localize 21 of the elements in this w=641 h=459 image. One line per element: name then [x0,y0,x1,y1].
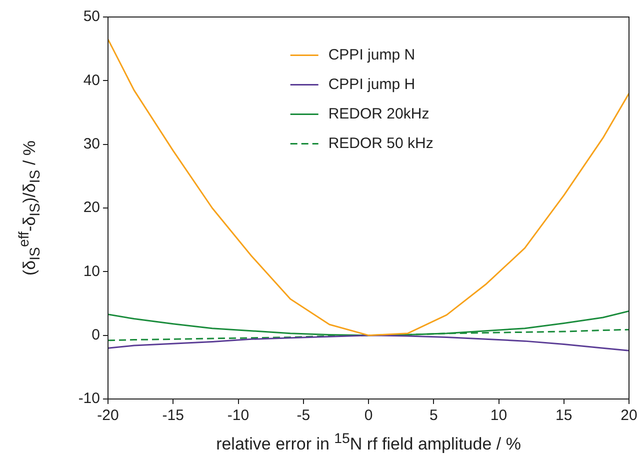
legend-label: REDOR 20kHz [328,105,430,122]
y-tick-label: 20 [83,199,100,216]
y-tick-label: 0 [92,326,100,344]
x-tick-label: 5 [429,407,438,424]
legend-label: CPPI jump H [328,76,416,93]
legend-label: CPPI jump N [328,46,416,64]
x-tick-label: -10 [227,407,250,424]
legend-label: REDOR 50 kHz [328,134,434,152]
y-tick-label: 50 [83,8,100,26]
y-tick-label: 40 [83,72,100,89]
x-tick-label: 0 [364,407,373,424]
x-tick-label: 20 [620,407,638,424]
y-tick-label: -10 [78,390,100,408]
y-tick-label: 10 [83,262,100,280]
x-tick-label: -20 [97,407,119,424]
x-tick-label: -5 [296,407,310,424]
x-tick-label: 15 [556,407,572,424]
y-tick-label: 30 [83,135,100,152]
x-axis-title: relative error in $^{15}$N rf field amplitude / % [215,431,522,455]
x-tick-label: -15 [162,407,184,424]
x-tick-label: 10 [490,407,508,424]
